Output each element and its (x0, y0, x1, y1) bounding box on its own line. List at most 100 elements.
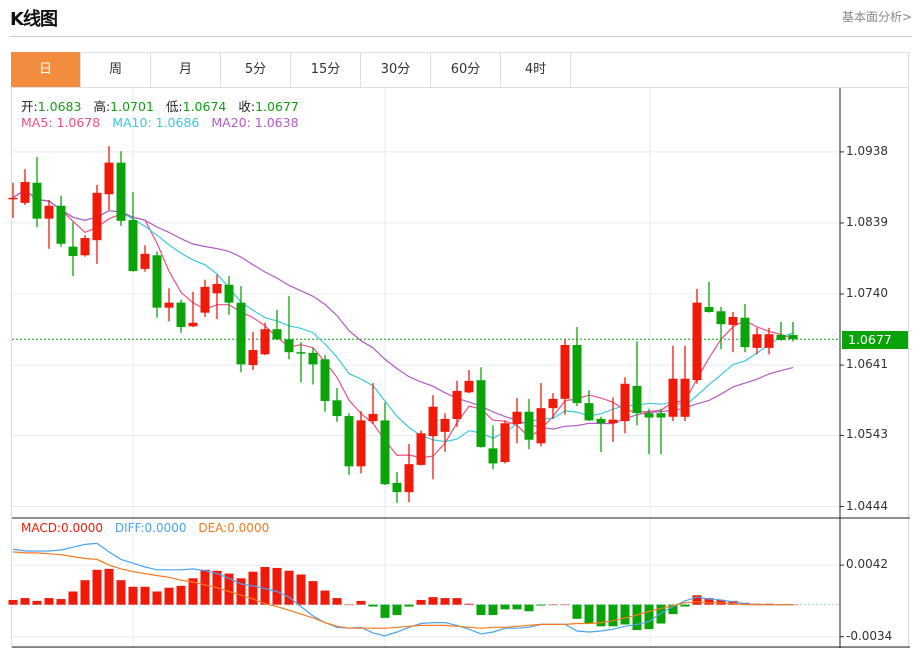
macd-bar (428, 597, 438, 605)
candle-up (440, 418, 450, 432)
low-label: 低: (165, 99, 183, 114)
candle-down (488, 448, 498, 464)
dea-line (12, 551, 793, 629)
macd-bar (344, 604, 354, 606)
candle-up (212, 283, 222, 294)
candle-down (656, 413, 666, 418)
macd-bar (32, 600, 42, 605)
macd-bar (380, 604, 390, 618)
candle-down (476, 380, 486, 447)
candle-down (116, 162, 126, 221)
macd-bar (296, 574, 306, 605)
macd-bar (476, 604, 486, 616)
macd-bar (8, 599, 18, 605)
price-axis-label: 1.0740 (846, 286, 888, 301)
macd-bar (152, 591, 162, 605)
candle-down (296, 352, 306, 354)
tab-4hour[interactable]: 4时 (501, 52, 571, 87)
tab-5min[interactable]: 5分 (221, 52, 291, 87)
candle-down (644, 413, 654, 418)
candle-down (380, 420, 390, 485)
macd-bar (140, 586, 150, 605)
macd-bar (464, 603, 474, 605)
macd-bar (236, 578, 246, 605)
macd-bar (524, 604, 534, 612)
macd-bar (584, 604, 594, 624)
macd-bar (452, 598, 462, 605)
macd-bar (224, 573, 234, 605)
price-axis-label: 1.0938 (846, 143, 888, 158)
macd-bar (632, 604, 642, 631)
tab-30min[interactable]: 30分 (361, 52, 431, 87)
high-value: 1.0701 (110, 99, 154, 114)
tab-week[interactable]: 周 (81, 52, 151, 87)
diff-value: DIFF:0.0000 (114, 521, 187, 535)
candle-up (680, 378, 690, 417)
candle-down (68, 246, 78, 256)
close-value: 1.0677 (255, 99, 299, 114)
candle-up (368, 413, 378, 422)
tab-15min[interactable]: 15分 (291, 52, 361, 87)
candle-up (140, 253, 150, 269)
candle-down (596, 418, 606, 424)
macd-bar (728, 600, 738, 605)
macd-bar (668, 604, 678, 615)
macd-bar (44, 598, 54, 605)
price-axis-label: 1.0543 (846, 427, 888, 442)
candle-up (464, 380, 474, 393)
fundamental-analysis-link[interactable]: 基本面分析> (841, 10, 912, 24)
ma20-value: MA20: 1.0638 (211, 115, 299, 130)
candle-up (80, 238, 90, 256)
macd-bar (572, 604, 582, 619)
macd-bar (248, 571, 258, 605)
macd-bar (596, 604, 606, 627)
candle-up (752, 334, 762, 348)
candle-up (356, 420, 366, 467)
macd-bar (188, 578, 198, 605)
candle-up (620, 383, 630, 422)
macd-bar (440, 598, 450, 605)
candle-down (704, 306, 714, 312)
candle-up (104, 162, 114, 195)
header-divider (10, 36, 912, 37)
ma10-line (12, 189, 794, 443)
candle-down (716, 311, 726, 325)
candle-down (176, 302, 186, 328)
macd-bar (692, 595, 702, 605)
candle-up (404, 464, 414, 493)
candle-down (308, 352, 318, 365)
macd-bar (20, 598, 30, 605)
candle-down (152, 255, 162, 308)
candle-up (560, 344, 570, 399)
tab-60min[interactable]: 60分 (431, 52, 501, 87)
candle-up (248, 350, 258, 366)
macd-bar (488, 604, 498, 616)
macd-bar (272, 567, 282, 605)
tab-month[interactable]: 月 (151, 52, 221, 87)
current-price-tag: 1.0677 (842, 331, 908, 349)
ohlc-legend: 开:1.0683 高:1.0701 低:1.0674 收:1.0677 (21, 96, 307, 115)
macd-bar (512, 604, 522, 610)
macd-bar (80, 580, 90, 605)
macd-bar (560, 604, 570, 606)
ma-legend: MA5: 1.0678 MA10: 1.0686 MA20: 1.0638 (21, 115, 307, 130)
candle-down (224, 284, 234, 303)
candle-up (8, 197, 18, 200)
candle-down (128, 220, 138, 272)
macd-bar (536, 604, 546, 606)
candle-up (764, 334, 774, 348)
macd-bar (644, 604, 654, 630)
macd-bar (356, 600, 366, 605)
candle-down (572, 344, 582, 404)
price-axis-label: 1.0839 (846, 214, 888, 229)
diff-line (12, 542, 793, 637)
ma20-line (12, 189, 794, 430)
macd-legend: MACD:0.0000 DIFF:0.0000 DEA:0.0000 (21, 521, 277, 535)
dea-value: DEA:0.0000 (198, 521, 270, 535)
candle-down (320, 359, 330, 401)
candle-up (428, 406, 438, 437)
macd-bar (68, 591, 78, 605)
tab-day[interactable]: 日 (11, 52, 81, 87)
macd-bar (332, 598, 342, 605)
